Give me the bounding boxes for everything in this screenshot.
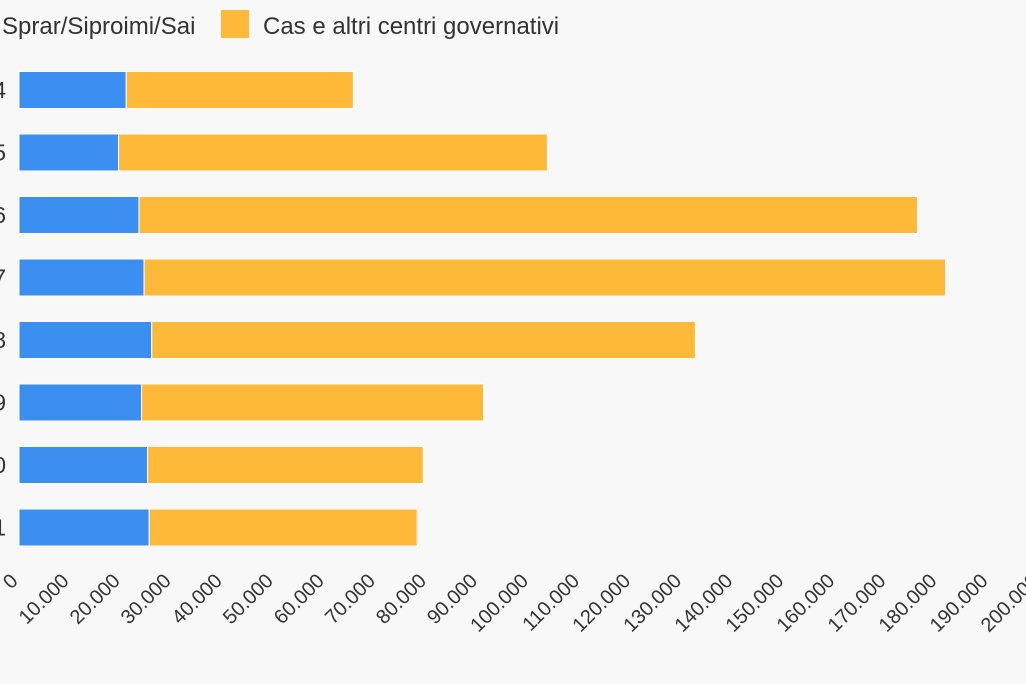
bars: [18, 71, 947, 547]
bar-2021-series-1: [148, 508, 418, 547]
x-tick-label: 30.000: [117, 570, 176, 629]
y-axis-labels: 2014 2015 2016 2017 2018 2019 2020 2021: [0, 77, 6, 541]
legend-label-1: Cas e altri centri governativi: [263, 13, 559, 40]
x-tick-label: 40.000: [168, 570, 227, 629]
x-tick-label: 60.000: [270, 570, 329, 629]
bar-2021-series-0: [18, 508, 150, 547]
y-tick-label: 2015: [0, 140, 6, 166]
x-axis-labels: 010.00020.00030.00040.00050.00060.00070.…: [0, 570, 1026, 637]
bar-2019-series-1: [141, 383, 485, 422]
legend-swatch-1: [221, 10, 249, 38]
bar-2017-series-0: [18, 258, 145, 297]
x-tick-label: 70.000: [321, 570, 380, 629]
x-tick-label: 20.000: [66, 570, 125, 629]
y-tick-label: 2017: [0, 265, 6, 291]
bar-2019-series-0: [18, 383, 143, 422]
y-tick-label: 2018: [0, 327, 6, 353]
bar-2020-series-0: [18, 446, 149, 484]
x-tick-label: 0: [0, 570, 23, 593]
bar-2018-series-1: [151, 321, 696, 359]
bar-2014-series-0: [18, 71, 127, 109]
x-tick-label: 50.000: [219, 570, 278, 629]
bar-2016-series-0: [18, 196, 140, 234]
bar-2016-series-1: [138, 196, 918, 234]
y-tick-label: 2021: [0, 515, 6, 541]
x-tick-label: 80.000: [372, 570, 431, 629]
bar-2017-series-1: [143, 258, 947, 297]
y-tick-label: 2020: [0, 452, 6, 478]
bar-2015-series-1: [118, 133, 548, 172]
y-tick-label: 2014: [0, 77, 6, 103]
y-tick-label: 2016: [0, 202, 6, 228]
bar-2014-series-1: [125, 71, 354, 109]
x-tick-label: 10.000: [15, 570, 74, 629]
y-tick-label: 2019: [0, 390, 6, 416]
bar-2020-series-1: [147, 446, 424, 484]
legend: Sprar/Siproimi/Sai Cas e altri centri gov…: [2, 10, 559, 40]
legend-label-0: Sprar/Siproimi/Sai: [2, 13, 195, 40]
bar-2018-series-0: [18, 321, 153, 359]
bar-2015-series-0: [18, 133, 120, 172]
